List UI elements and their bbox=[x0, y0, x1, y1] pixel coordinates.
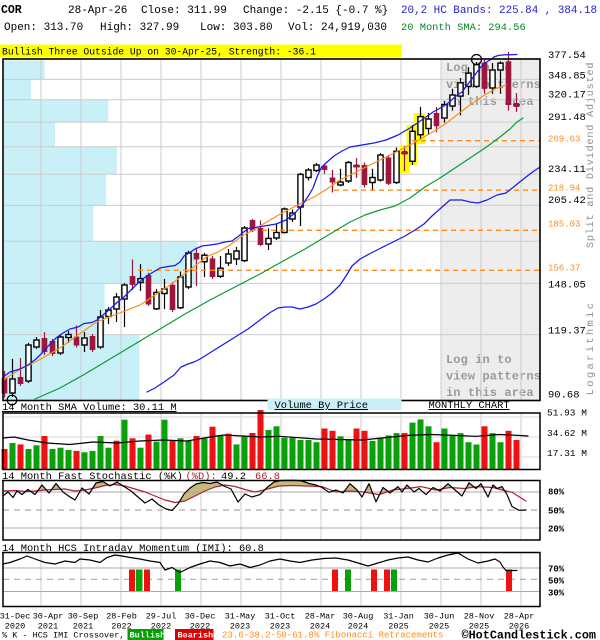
svg-text:©HotCandlestick.com: ©HotCandlestick.com bbox=[462, 629, 597, 640]
svg-text:Vol: 24,919,030: Vol: 24,919,030 bbox=[288, 22, 387, 34]
svg-text:in this area: in this area bbox=[446, 386, 534, 400]
svg-text:2025: 2025 bbox=[469, 622, 489, 632]
svg-text:156.37: 156.37 bbox=[548, 264, 580, 274]
svg-text:28-Nov: 28-Nov bbox=[464, 612, 495, 622]
svg-text:148.05: 148.05 bbox=[548, 280, 586, 292]
svg-text:30-Aug: 30-Aug bbox=[343, 612, 374, 622]
svg-text:Logarithmic: Logarithmic bbox=[585, 301, 597, 396]
svg-text:Bullish Three Outside Up on 30: Bullish Three Outside Up on 30-Apr-25, S… bbox=[2, 47, 316, 58]
svg-text:2022: 2022 bbox=[111, 622, 131, 632]
svg-text:2020: 2020 bbox=[5, 622, 25, 632]
svg-text:Open: 313.70: Open: 313.70 bbox=[4, 22, 83, 34]
svg-text:% K - HCS IMI Crossover,: % K - HCS IMI Crossover, bbox=[2, 631, 124, 640]
svg-text:2022: 2022 bbox=[190, 622, 210, 632]
svg-text:31-May: 31-May bbox=[225, 612, 256, 622]
svg-text:70%: 70% bbox=[548, 565, 565, 575]
svg-text:2021: 2021 bbox=[73, 622, 93, 632]
svg-text:28-Apr: 28-Apr bbox=[504, 612, 535, 622]
svg-text:119.37: 119.37 bbox=[548, 326, 586, 338]
svg-text:80%: 80% bbox=[548, 488, 565, 498]
svg-text:Log in to: Log in to bbox=[446, 353, 512, 367]
svg-text:30-Apr: 30-Apr bbox=[33, 612, 64, 622]
svg-text:28-Mar: 28-Mar bbox=[305, 612, 336, 622]
svg-text:20 Month SMA: 294.56: 20 Month SMA: 294.56 bbox=[401, 22, 526, 34]
svg-text:205.42: 205.42 bbox=[548, 195, 586, 207]
svg-text:30-Sep: 30-Sep bbox=[68, 612, 99, 622]
svg-text:17.31 M: 17.31 M bbox=[547, 448, 587, 459]
svg-text:34.62 M: 34.62 M bbox=[547, 428, 587, 439]
svg-text:348.85: 348.85 bbox=[548, 70, 586, 82]
svg-text:2025: 2025 bbox=[429, 622, 449, 632]
svg-text:218.94: 218.94 bbox=[548, 184, 580, 194]
svg-text:31-Jan: 31-Jan bbox=[383, 612, 414, 622]
svg-text:23.6-38.2-50-61.8% Fibonacci R: 23.6-38.2-50-61.8% Fibonacci Retracement… bbox=[222, 631, 443, 640]
svg-text:50%: 50% bbox=[548, 507, 565, 517]
svg-text:291.48: 291.48 bbox=[548, 112, 586, 124]
svg-text:14 Month SMA Volume: 30.11 M: 14 Month SMA Volume: 30.11 M bbox=[2, 402, 177, 414]
svg-text:30-Dec: 30-Dec bbox=[185, 612, 216, 622]
svg-text:Low: 303.80: Low: 303.80 bbox=[200, 22, 273, 34]
svg-text:20%: 20% bbox=[548, 525, 565, 535]
svg-text:90.68: 90.68 bbox=[548, 390, 580, 402]
svg-text:2023: 2023 bbox=[230, 622, 250, 632]
svg-text:2025: 2025 bbox=[388, 622, 408, 632]
svg-text:view patterns: view patterns bbox=[446, 370, 541, 384]
svg-text:Close: 311.99: Close: 311.99 bbox=[141, 5, 227, 17]
svg-text:Split and Dividend Adjusted: Split and Dividend Adjusted bbox=[585, 62, 597, 248]
svg-text:31-Dec: 31-Dec bbox=[0, 612, 30, 622]
svg-text:20,2 HC Bands: 225.84 , 384.18: 20,2 HC Bands: 225.84 , 384.18 bbox=[401, 5, 597, 17]
svg-text:30-Jun: 30-Jun bbox=[424, 612, 455, 622]
svg-text:377.54: 377.54 bbox=[548, 50, 586, 62]
svg-text:320.17: 320.17 bbox=[548, 90, 586, 102]
svg-text:2023: 2023 bbox=[270, 622, 290, 632]
svg-text:31-Oct: 31-Oct bbox=[265, 612, 296, 622]
svg-text:269.63: 269.63 bbox=[548, 135, 580, 145]
svg-text:Change: -2.15 {-0.7 %}: Change: -2.15 {-0.7 %} bbox=[243, 5, 388, 17]
svg-text:28-Apr-26: 28-Apr-26 bbox=[68, 5, 127, 17]
svg-text:51.93 M: 51.93 M bbox=[547, 408, 587, 419]
svg-text:234.11: 234.11 bbox=[548, 164, 586, 176]
svg-text:COR: COR bbox=[1, 4, 22, 17]
svg-text:in this area: in this area bbox=[446, 95, 534, 109]
svg-text:Bullish: Bullish bbox=[130, 631, 166, 640]
svg-text:28-Feb: 28-Feb bbox=[106, 612, 137, 622]
svg-text:50%: 50% bbox=[548, 577, 565, 587]
svg-text:MONTHLY CHART: MONTHLY CHART bbox=[429, 400, 510, 412]
svg-text:2024: 2024 bbox=[310, 622, 330, 632]
svg-text:Bearish: Bearish bbox=[178, 631, 214, 640]
svg-text:Volume By Price: Volume By Price bbox=[275, 400, 369, 412]
svg-text:2022: 2022 bbox=[151, 622, 171, 632]
svg-text:29-Jul: 29-Jul bbox=[146, 612, 177, 622]
svg-text:2021: 2021 bbox=[38, 622, 58, 632]
svg-text:30%: 30% bbox=[548, 589, 565, 599]
svg-text:High: 327.99: High: 327.99 bbox=[100, 22, 179, 34]
svg-text:2024: 2024 bbox=[348, 622, 368, 632]
svg-text:185.03: 185.03 bbox=[548, 220, 580, 230]
svg-text:2026: 2026 bbox=[509, 622, 529, 632]
